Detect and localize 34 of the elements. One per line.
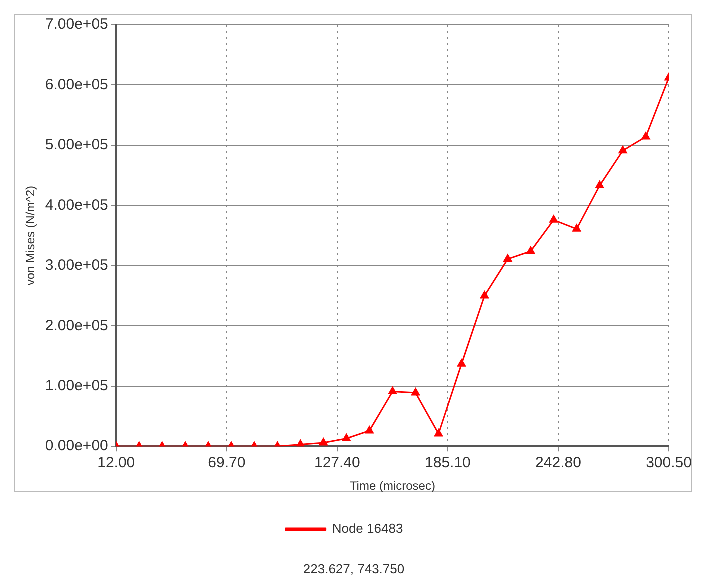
x-tick-label: 242.80 <box>536 454 582 472</box>
point <box>572 224 582 232</box>
point <box>342 434 351 442</box>
x-tick-label: 185.10 <box>425 454 471 472</box>
point <box>365 426 374 434</box>
y-tick-label: 4.00e+05 <box>45 196 108 214</box>
point <box>480 291 489 299</box>
x-tick-label: 12.00 <box>98 454 136 472</box>
point <box>596 181 604 189</box>
point <box>642 132 650 140</box>
point <box>412 388 420 396</box>
y-axis-title: von Mises (N/m^2) <box>24 186 38 286</box>
point <box>296 440 305 447</box>
point <box>458 359 466 367</box>
y-tick-label: 6.00e+05 <box>45 76 108 94</box>
point <box>388 387 397 395</box>
text: 223.627, 743.750 <box>303 562 405 577</box>
y-tick-label: 1.00e+05 <box>45 378 108 395</box>
x-axis-title: Time (microsec) <box>350 479 436 494</box>
x-tick-label: 300.50 <box>646 454 692 472</box>
point <box>550 215 558 223</box>
legend-label: Node 16483 <box>332 521 404 536</box>
y-tick-label: 3.00e+05 <box>45 257 108 274</box>
x-tick-label: 69.70 <box>208 454 246 472</box>
point <box>319 438 328 446</box>
point <box>618 146 628 154</box>
point <box>504 254 512 262</box>
point <box>434 429 443 437</box>
y-tick-label: 5.00e+05 <box>45 136 108 154</box>
y-tick-label: 0.00e+00 <box>45 438 108 455</box>
point <box>526 246 536 254</box>
y-tick-label: 2.00e+05 <box>45 317 108 334</box>
x-tick-label: 127.40 <box>314 454 360 472</box>
y-tick-label: 7.00e+05 <box>45 16 108 34</box>
